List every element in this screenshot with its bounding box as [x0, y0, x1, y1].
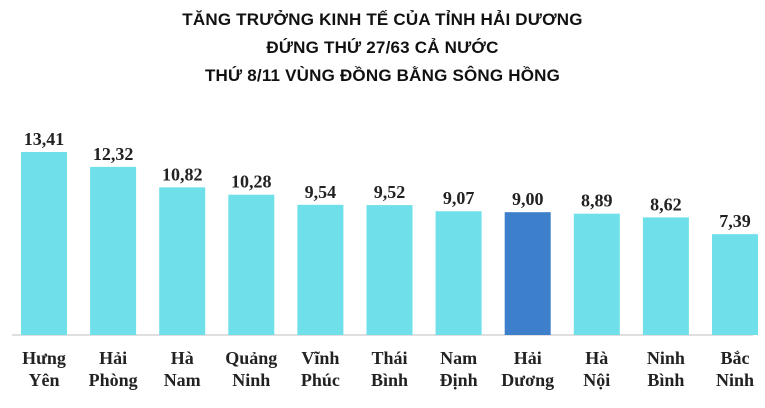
category-label-9-line-0: Ninh [647, 348, 685, 368]
bar-8 [573, 213, 620, 335]
bar-5 [366, 205, 413, 335]
bar-7 [504, 212, 551, 335]
category-label-4-line-1: Phúc [301, 370, 340, 390]
data-label-2: 10,82 [162, 164, 203, 184]
data-label-8: 8,89 [581, 191, 613, 211]
bar-0 [21, 152, 67, 335]
bar-4 [297, 204, 344, 335]
bar-3 [228, 194, 275, 335]
bar-6 [435, 211, 482, 335]
bar-1 [90, 166, 137, 335]
category-label-0-line-0: Hưng [22, 348, 66, 368]
data-label-6: 9,07 [443, 188, 475, 208]
bar-2 [159, 187, 206, 335]
bar-10 [712, 234, 758, 335]
data-label-1: 12,32 [93, 144, 134, 164]
data-label-5: 9,52 [374, 182, 406, 202]
category-label-0-line-1: Yên [29, 370, 60, 390]
category-label-8-line-1: Nội [583, 370, 610, 390]
category-label-1-line-0: Hải [99, 348, 127, 368]
category-label-1-line-1: Phòng [89, 370, 138, 390]
category-label-10-line-0: Bắc [721, 348, 750, 368]
chart-title-line-2: ĐỨNG THỨ 27/63 CẢ NƯỚC [266, 38, 499, 57]
category-label-7-line-1: Dương [501, 370, 554, 390]
data-label-3: 10,28 [231, 172, 272, 192]
category-label-5-line-0: Thái [371, 348, 407, 368]
category-label-4-line-0: Vĩnh [301, 348, 339, 368]
category-label-3-line-0: Quảng [225, 348, 277, 368]
chart-title-line-3: THỨ 8/11 VÙNG ĐỒNG BẰNG SÔNG HỒNG [204, 66, 561, 85]
category-label-9-line-1: Bình [647, 370, 684, 390]
category-label-5-line-1: Bình [371, 370, 408, 390]
category-label-10-line-1: Ninh [716, 370, 754, 390]
bar-9 [642, 217, 689, 335]
category-label-2-line-0: Hà [171, 348, 194, 368]
category-label-6-line-0: Nam [440, 348, 477, 368]
chart-title-line-1: TĂNG TRƯỞNG KINH TẾ CỦA TỈNH HẢI DƯƠNG [182, 10, 583, 29]
category-label-8-line-0: Hà [585, 348, 608, 368]
data-label-10: 7,39 [719, 211, 751, 231]
data-label-9: 8,62 [650, 194, 682, 214]
category-label-2-line-1: Nam [164, 370, 201, 390]
data-label-7: 9,00 [512, 189, 544, 209]
data-label-0: 13,41 [24, 129, 65, 149]
category-label-6-line-1: Định [440, 370, 478, 390]
category-label-3-line-1: Ninh [232, 370, 270, 390]
category-label-7-line-0: Hải [514, 348, 542, 368]
data-label-4: 9,54 [305, 182, 337, 202]
